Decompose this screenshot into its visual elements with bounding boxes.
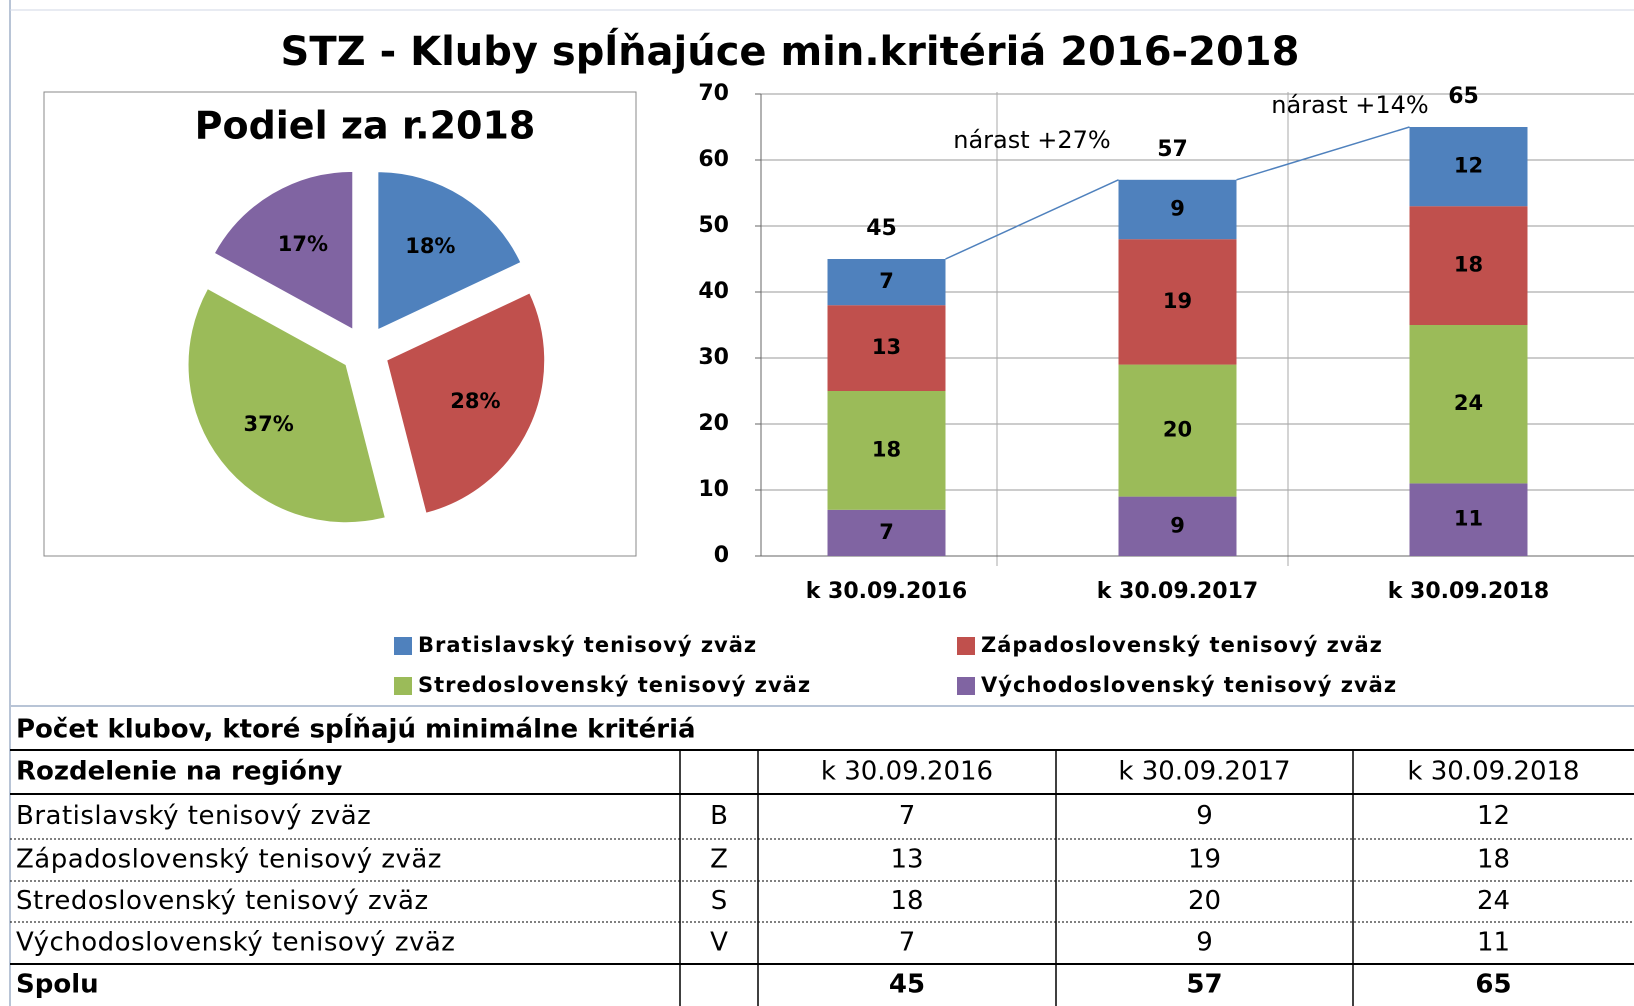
table-cell: 24 (1477, 886, 1510, 916)
legend-swatch (957, 637, 975, 655)
table-cell: 18 (890, 886, 923, 916)
y-tick-label: 70 (698, 81, 729, 106)
bar-segment (827, 305, 946, 391)
table-cell: V (710, 928, 728, 958)
y-tick-label: 30 (698, 345, 729, 370)
table-total: 45 (889, 970, 925, 1000)
table-title: Počet klubov, ktoré spĺňajú minimálne kr… (16, 713, 696, 745)
series-line (1236, 126, 1410, 181)
table-cell: S (711, 886, 728, 916)
table-total: 57 (1186, 970, 1222, 1000)
bar-label: 18 (1454, 253, 1483, 277)
legend-label: Západoslovenský tenisový zväz (981, 633, 1383, 657)
pie-label: 18% (405, 234, 455, 258)
table-cell: Bratislavský tenisový zväz (16, 801, 371, 831)
bar-label: 13 (872, 335, 901, 359)
table-cell: 9 (1196, 928, 1213, 958)
pie-slice (377, 171, 522, 331)
table-header: k 30.09.2018 (1407, 757, 1579, 787)
table-cell: B (710, 801, 728, 831)
main-title: STZ - Kluby spĺňajúce min.kritériá 2016-… (281, 27, 1300, 75)
y-tick-label: 40 (698, 279, 729, 304)
table-total: Spolu (16, 970, 99, 1000)
table-total: 65 (1475, 970, 1511, 1000)
bar-label: 19 (1163, 289, 1192, 313)
table-cell: Z (710, 845, 728, 875)
x-tick-label: k 30.09.2017 (1097, 579, 1258, 604)
table-cell: 18 (1477, 845, 1510, 875)
table-cell: 7 (899, 801, 916, 831)
pie-label: 28% (450, 389, 500, 413)
y-tick-label: 60 (698, 147, 729, 172)
y-tick-label: 10 (698, 477, 729, 502)
total-label: 45 (866, 216, 897, 241)
bar-label: 9 (1170, 197, 1185, 221)
table-cell: Stredoslovenský tenisový zväz (16, 886, 429, 916)
bar-segment (1409, 127, 1528, 207)
table-cell: 12 (1477, 801, 1510, 831)
bar-segment (1118, 364, 1237, 497)
table-cell: 7 (899, 928, 916, 958)
bar-segment (1409, 206, 1528, 325)
legend-swatch (957, 677, 975, 695)
pie-label: 37% (243, 412, 293, 436)
legend-swatch (394, 637, 412, 655)
pie-slice (386, 292, 546, 514)
table-cell: 19 (1188, 845, 1221, 875)
bar-label: 24 (1454, 391, 1483, 415)
legend-label: Bratislavský tenisový zväz (418, 633, 757, 657)
bar-label: 20 (1163, 418, 1192, 442)
legend-label: Stredoslovenský tenisový zväz (418, 673, 811, 697)
bar-label: 7 (879, 520, 894, 544)
legend-swatch (394, 677, 412, 695)
pie-title: Podiel za r.2018 (195, 104, 536, 148)
table-header: k 30.09.2016 (821, 757, 993, 787)
pie-slice (213, 170, 354, 331)
y-tick-label: 0 (714, 543, 729, 568)
table-header: k 30.09.2017 (1118, 757, 1290, 787)
bar-label: 12 (1454, 154, 1483, 178)
legend-label: Východoslovenský tenisový zväz (981, 673, 1397, 697)
annotation: nárast +27% (953, 126, 1111, 154)
table-cell: 11 (1477, 928, 1510, 958)
pie-label: 17% (278, 232, 328, 256)
bar-segment (1409, 325, 1528, 484)
bar-label: 18 (872, 437, 901, 461)
table-cell: Východoslovenský tenisový zväz (16, 928, 455, 958)
table-header: Rozdelenie na regióny (16, 757, 342, 787)
pie-slice (187, 287, 386, 524)
y-tick-label: 20 (698, 411, 729, 436)
bar-segment (1409, 483, 1528, 556)
total-label: 65 (1448, 84, 1479, 109)
annotation: nárast +14% (1271, 91, 1429, 119)
bar-label: 7 (879, 269, 894, 293)
total-label: 57 (1157, 137, 1188, 162)
series-line (945, 179, 1119, 260)
bar-segment (827, 391, 946, 510)
bar-label: 11 (1454, 507, 1483, 531)
bar-segment (1118, 179, 1237, 240)
x-tick-label: k 30.09.2018 (1388, 579, 1549, 604)
y-tick-label: 50 (698, 213, 729, 238)
bar-segment (827, 509, 946, 556)
table-cell: 9 (1196, 801, 1213, 831)
table-cell: 13 (890, 845, 923, 875)
table-cell: 20 (1188, 886, 1221, 916)
bar-label: 9 (1170, 513, 1185, 537)
bar-segment (1118, 496, 1237, 556)
bar-segment (827, 259, 946, 306)
bar-segment (1118, 239, 1237, 365)
table-cell: Západoslovenský tenisový zväz (16, 845, 442, 875)
x-tick-label: k 30.09.2016 (806, 579, 967, 604)
